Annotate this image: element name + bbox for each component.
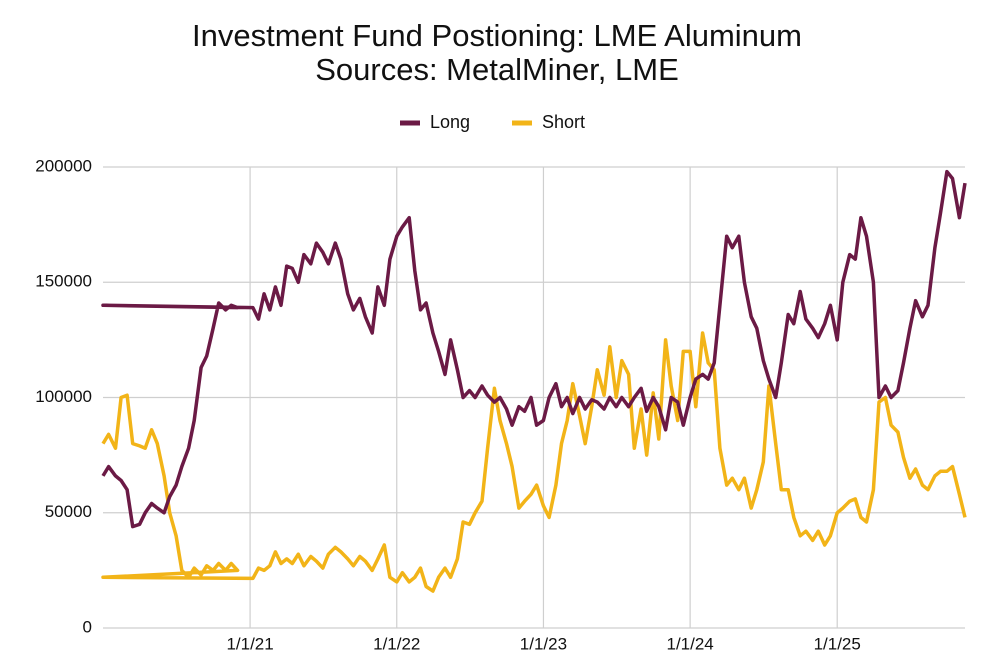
x-tick-label: 1/1/21	[226, 634, 273, 653]
y-tick-label: 50000	[45, 502, 92, 521]
y-tick-label: 0	[83, 617, 92, 636]
x-tick-label: 1/1/25	[814, 634, 861, 653]
grid	[103, 166, 965, 629]
legend-label: Short	[542, 112, 585, 132]
y-tick-label: 100000	[35, 387, 92, 406]
y-tick-label: 150000	[35, 272, 92, 291]
x-tick-label: 1/1/22	[373, 634, 420, 653]
y-tick-label: 200000	[35, 156, 92, 175]
x-tick-label: 1/1/23	[520, 634, 567, 653]
legend-label: Long	[430, 112, 470, 132]
chart-title: Investment Fund Postioning: LME Aluminum	[192, 18, 802, 53]
series-line	[101, 169, 967, 529]
chart-subtitle: Sources: MetalMiner, LME	[315, 52, 679, 87]
series-line	[101, 331, 967, 593]
x-tick-label: 1/1/24	[666, 634, 713, 653]
